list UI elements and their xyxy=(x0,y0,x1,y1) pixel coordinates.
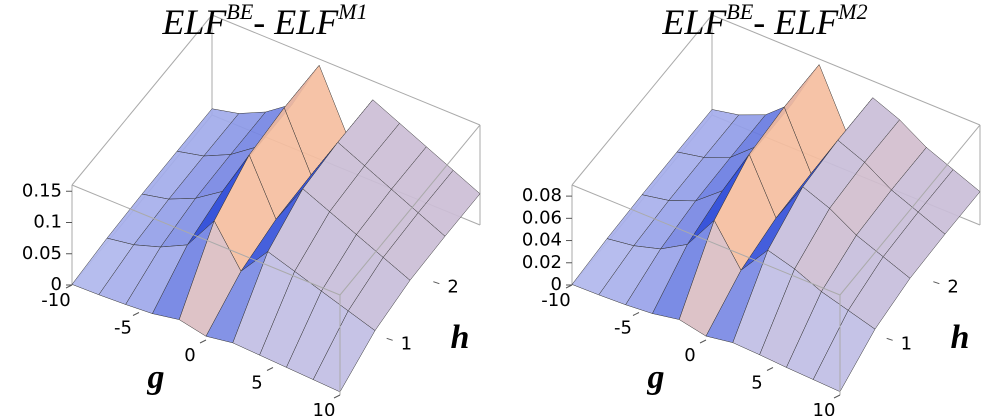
box-edge xyxy=(571,184,841,296)
chart-title: ELFBE- ELFM1 xyxy=(161,0,367,42)
surface-panel: -10 -5 0 5 10 1 2 0 0.05 0.1 0.15 g h ELFBE- ELFM1 xyxy=(22,0,481,416)
y-tick-label: 1 xyxy=(401,333,412,354)
z-tick-label: 0.02 xyxy=(522,252,562,273)
x-tick xyxy=(632,312,640,316)
x-tick xyxy=(833,394,841,399)
x-tick-label: 5 xyxy=(751,373,762,394)
x-tick-label: -10 xyxy=(41,290,70,311)
x-axis-label: g xyxy=(147,359,165,396)
x-tick xyxy=(766,367,774,371)
box-edge xyxy=(211,14,481,126)
x-tick-label: 5 xyxy=(251,373,262,394)
z-tick-label: 0.1 xyxy=(33,212,62,233)
title-part: - ELF xyxy=(253,2,339,42)
title-part: ELF xyxy=(161,2,227,42)
x-tick-label: -5 xyxy=(614,318,632,339)
x-tick xyxy=(199,339,207,344)
z-tick-label: 0.15 xyxy=(22,180,62,201)
y-tick xyxy=(933,281,940,285)
x-tick xyxy=(266,367,274,371)
x-tick-label: 0 xyxy=(684,345,695,366)
y-tick xyxy=(886,337,893,341)
box-edge xyxy=(571,14,713,186)
y-tick xyxy=(433,281,440,285)
x-tick-label: -10 xyxy=(541,290,570,311)
title-part: M1 xyxy=(337,0,367,24)
x-tick xyxy=(699,339,707,344)
z-tick-label: 0 xyxy=(551,274,562,295)
x-tick-label: 10 xyxy=(813,400,836,416)
z-tick-label: 0.05 xyxy=(22,243,62,264)
y-tick xyxy=(386,337,393,341)
x-axis-label: g xyxy=(647,359,665,396)
box-edge xyxy=(839,124,981,296)
chart-title: ELFBE- ELFM2 xyxy=(661,0,867,42)
z-tick-label: 0.06 xyxy=(522,207,562,228)
y-axis-label: h xyxy=(451,319,470,356)
title-part: BE xyxy=(726,0,753,24)
x-tick-label: 0 xyxy=(184,345,195,366)
x-tick xyxy=(132,312,140,316)
box-edge xyxy=(71,14,213,186)
x-tick-label: -5 xyxy=(114,318,132,339)
surface-patch xyxy=(812,310,876,392)
box-edge xyxy=(71,184,341,296)
title-part: - ELF xyxy=(753,2,839,42)
z-tick-label: 0.04 xyxy=(522,230,562,251)
z-tick-label: 0 xyxy=(51,274,62,295)
box-edge xyxy=(711,14,981,126)
surface-patch xyxy=(312,310,376,393)
title-part: M2 xyxy=(837,0,867,24)
y-tick-label: 1 xyxy=(901,333,912,354)
y-axis-label: h xyxy=(951,319,970,356)
y-tick-label: 2 xyxy=(947,277,958,298)
title-part: BE xyxy=(226,0,253,24)
x-tick-label: 10 xyxy=(313,400,336,416)
title-part: ELF xyxy=(661,2,727,42)
z-tick-label: 0.08 xyxy=(522,185,562,206)
y-tick-label: 2 xyxy=(447,277,458,298)
box-edge xyxy=(339,124,481,296)
x-tick xyxy=(333,394,341,399)
